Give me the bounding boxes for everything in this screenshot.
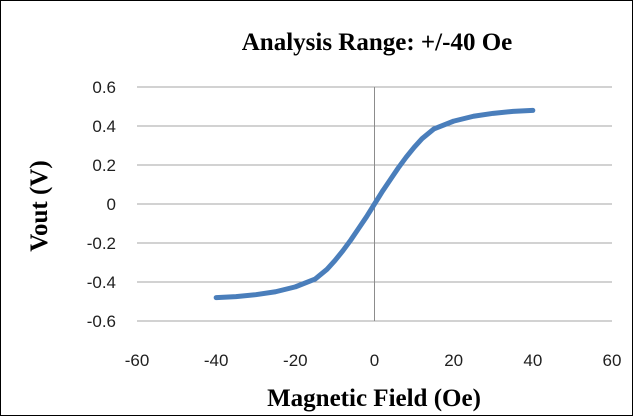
y-tick-label: -0.6 [87,312,116,331]
x-tick-label: 60 [603,351,622,370]
series-line [213,107,536,301]
chart-title: Analysis Range: +/-40 Oe [242,29,513,56]
series-layer [213,107,536,301]
y-axis-title: Vout (V) [26,160,53,251]
x-tick-label: 40 [523,351,542,370]
y-tick-label: 0.2 [92,156,116,175]
x-tick-label: 0 [370,351,379,370]
x-tick-label: -40 [204,351,229,370]
x-tick-label: -20 [283,351,308,370]
y-tick-label: 0.4 [92,117,116,136]
y-tick-label: 0 [107,195,116,214]
y-tick-label: 0.6 [92,78,116,97]
x-tick-label: -60 [125,351,150,370]
x-tick-label: 20 [444,351,463,370]
label-layer: 0.6 0.4 0.2 0 -0.2 -0.4 -0.6 -60 -40 -20 0 20 40 60 [87,78,622,370]
y-tick-label: -0.4 [87,273,116,292]
y-tick-label: -0.2 [87,234,116,253]
x-axis-title: Magnetic Field (Oe) [267,385,481,412]
